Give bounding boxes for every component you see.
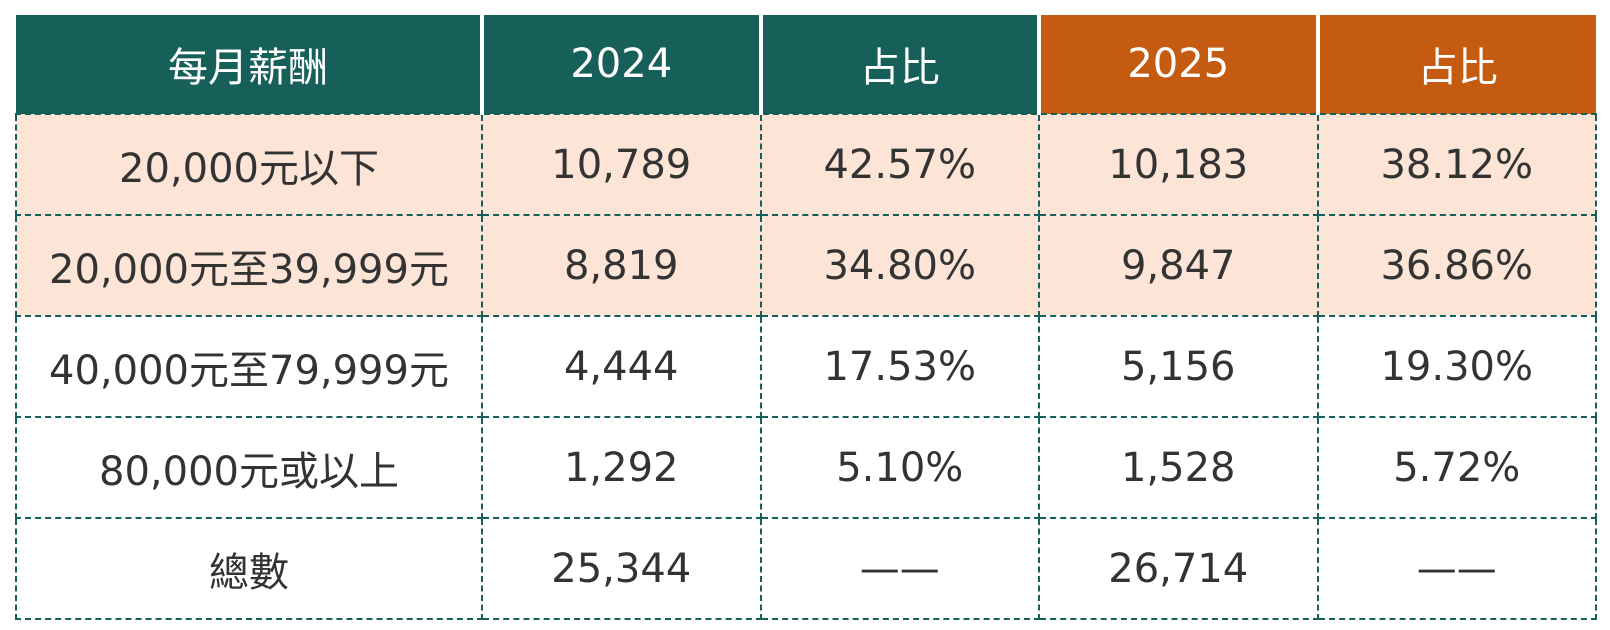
table-cell: —— — [759, 517, 1040, 620]
table-cell: 42.57% — [759, 113, 1040, 216]
salary-table: 每月薪酬 2024 占比 2025 占比 20,000元以下 10,789 42.57% 10… — [15, 15, 1597, 620]
table-cell: 5,156 — [1038, 315, 1319, 418]
table-cell: 34.80% — [759, 214, 1040, 317]
table-cell: 4,444 — [481, 315, 762, 418]
table-cell: 26,714 — [1038, 517, 1319, 620]
table-cell: 5.72% — [1316, 416, 1597, 519]
table-cell: 8,819 — [481, 214, 762, 317]
row-label: 40,000元至79,999元 — [15, 315, 483, 418]
table-row: 20,000元至39,999元 8,819 34.80% 9,847 36.86% — [15, 214, 1597, 317]
table-cell: 10,183 — [1038, 113, 1319, 216]
table-cell: 19.30% — [1316, 315, 1597, 418]
table-cell: 36.86% — [1316, 214, 1597, 317]
table-body: 20,000元以下 10,789 42.57% 10,183 38.12% 20,000元… — [15, 113, 1597, 620]
table-cell: 9,847 — [1038, 214, 1319, 317]
table-cell: —— — [1316, 517, 1597, 620]
table-cell: 10,789 — [481, 113, 762, 216]
header-row: 每月薪酬 2024 占比 2025 占比 — [16, 15, 1596, 115]
header-cell: 每月薪酬 — [16, 15, 484, 115]
header-cell: 2024 — [480, 15, 763, 115]
row-label: 80,000元或以上 — [15, 416, 483, 519]
table-container: 每月薪酬 2024 占比 2025 占比 20,000元以下 10,789 42.57% 10… — [15, 15, 1597, 620]
table-row: 80,000元或以上 1,292 5.10% 1,528 5.72% — [15, 416, 1597, 519]
table-cell: 38.12% — [1316, 113, 1597, 216]
header-cell: 占比 — [1315, 15, 1596, 115]
header-cell: 占比 — [758, 15, 1041, 115]
row-label: 總數 — [15, 517, 483, 620]
table-row: 20,000元以下 10,789 42.57% 10,183 38.12% — [15, 113, 1597, 216]
table-cell: 5.10% — [759, 416, 1040, 519]
table-cell: 1,528 — [1038, 416, 1319, 519]
row-label: 20,000元以下 — [15, 113, 483, 216]
table-row: 40,000元至79,999元 4,444 17.53% 5,156 19.30% — [15, 315, 1597, 418]
table-cell: 25,344 — [481, 517, 762, 620]
table-row: 總數 25,344 —— 26,714 —— — [15, 517, 1597, 620]
row-label: 20,000元至39,999元 — [15, 214, 483, 317]
header-cell: 2025 — [1037, 15, 1320, 115]
table-cell: 17.53% — [759, 315, 1040, 418]
table-cell: 1,292 — [481, 416, 762, 519]
